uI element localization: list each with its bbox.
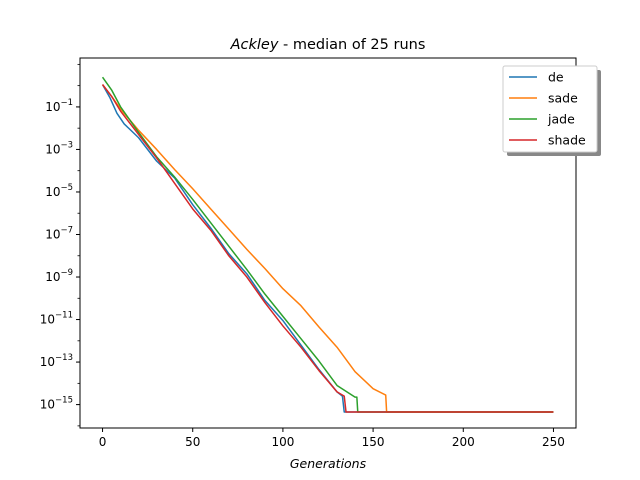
x-tick-label: 0 <box>99 435 107 449</box>
chart-title-rest: - median of 25 runs <box>278 37 425 53</box>
legend-label-sade: sade <box>548 91 578 106</box>
plot-lines <box>101 76 554 413</box>
y-tick-label: 10−3 <box>45 140 73 156</box>
legend-label-shade: shade <box>548 133 586 148</box>
y-tick-label: 10−5 <box>45 183 73 199</box>
x-tick-label: 100 <box>271 435 294 449</box>
x-tick-label: 250 <box>542 435 565 449</box>
y-axis: 10−15 10−13 10−11 10−9 10−7 10−5 10−3 10−1 <box>40 63 80 427</box>
chart-title-italic: Ackley <box>230 37 279 53</box>
y-tick-label: 10−13 <box>40 353 73 369</box>
legend-label-de: de <box>548 70 564 85</box>
chart-title: Ackley - median of 25 runs <box>230 37 426 53</box>
y-tick-label: 10−1 <box>45 98 73 114</box>
x-tick-label: 150 <box>362 435 385 449</box>
plot-frame <box>79 57 577 429</box>
series-line-shade <box>101 84 554 413</box>
legend-label-jade: jade <box>547 112 575 127</box>
x-axis: 0 50 100 150 200 250 <box>99 428 565 449</box>
x-tick-label: 200 <box>452 435 475 449</box>
series-line-sade <box>101 84 554 413</box>
y-tick-label: 10−11 <box>40 311 73 327</box>
y-tick-label: 10−15 <box>40 396 73 412</box>
y-tick-label: 10−7 <box>45 225 73 241</box>
legend-box <box>502 65 598 153</box>
series-line-jade <box>101 76 554 413</box>
x-axis-label: Generations <box>290 456 367 471</box>
legend: de sade jade shade <box>502 65 601 156</box>
x-tick-label: 50 <box>185 435 200 449</box>
y-tick-label: 10−9 <box>45 268 73 284</box>
